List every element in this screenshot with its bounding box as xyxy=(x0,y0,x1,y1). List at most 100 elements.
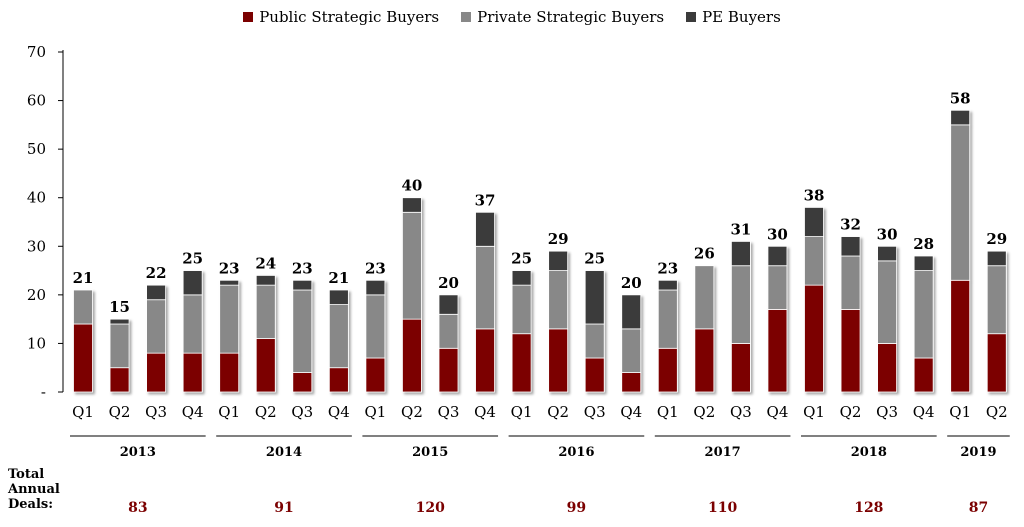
bar-stack xyxy=(402,197,422,393)
y-tick-label: - xyxy=(41,383,46,401)
bar-stack xyxy=(657,279,678,393)
bar-stack xyxy=(438,294,459,393)
bar-stack xyxy=(255,275,276,393)
x-tick-label: Q2 xyxy=(986,403,1008,421)
bar-segment-public xyxy=(877,343,897,393)
bar-segment-pe xyxy=(621,294,642,330)
bar-total-label: 15 xyxy=(109,298,130,316)
bar-segment-pe xyxy=(438,294,459,315)
bar-stack xyxy=(986,250,1007,393)
year-label: 2017 xyxy=(705,445,741,460)
x-tick-label: Q3 xyxy=(438,403,460,421)
bar-total-label: 22 xyxy=(146,264,167,282)
x-tick-label: Q4 xyxy=(474,403,496,421)
bar-segment-public xyxy=(255,338,276,393)
bar-total-label: 23 xyxy=(219,259,240,277)
y-tick-label: 50 xyxy=(27,140,46,158)
legend-label-pe: PE Buyers xyxy=(702,8,781,26)
annual-total-label: 91 xyxy=(274,500,293,516)
bar-segment-private xyxy=(694,265,715,330)
year-label: 2019 xyxy=(960,445,996,460)
bar-segment-pe xyxy=(365,279,386,296)
bar-segment-private xyxy=(950,124,971,281)
bar-segment-private xyxy=(182,294,203,354)
bar-stack xyxy=(328,289,349,393)
bar-segment-public xyxy=(840,309,861,393)
labels: 21 Q1 15 Q2 22 Q3 25 Q4 23 Q1 24 Q2 23 Q3 21 Q4 23 Q1 40 Q2… xyxy=(70,89,1010,516)
bar-stack xyxy=(475,211,495,393)
bar-segment-pe xyxy=(731,241,751,267)
bar-segment-private xyxy=(402,211,422,320)
bar-stack xyxy=(292,279,313,393)
bar-segment-pe xyxy=(402,197,422,213)
legend-item-public: Public Strategic Buyers xyxy=(243,8,439,26)
bar-stack xyxy=(584,270,605,393)
x-tick-label: Q1 xyxy=(803,403,825,421)
bar-total-label: 25 xyxy=(511,250,532,268)
legend-item-private: Private Strategic Buyers xyxy=(461,8,664,26)
bar-stack xyxy=(950,109,971,393)
bar-segment-pe xyxy=(511,270,532,286)
y-tick-label: 60 xyxy=(27,92,46,110)
x-tick-label: Q1 xyxy=(511,403,533,421)
x-tick-label: Q4 xyxy=(620,403,642,421)
bar-segment-pe xyxy=(950,109,971,126)
bar-segment-pe xyxy=(584,270,605,325)
x-tick-label: Q1 xyxy=(657,403,679,421)
bar-segment-public xyxy=(657,347,678,393)
x-tick-label: Q1 xyxy=(218,403,240,421)
year-label: 2013 xyxy=(120,445,156,460)
bar-segment-public xyxy=(584,357,605,393)
bar-total-label: 28 xyxy=(913,235,934,253)
bar-segment-public xyxy=(950,279,971,393)
bar-segment-public xyxy=(146,352,167,393)
bar-segment-pe xyxy=(767,245,788,267)
bar-segment-pe xyxy=(840,236,861,257)
bar-segment-private xyxy=(804,236,824,286)
bar-segment-pe xyxy=(328,289,349,305)
y-tick-label: 10 xyxy=(27,334,46,352)
bar-stack xyxy=(621,294,642,393)
bar-stack xyxy=(877,245,897,393)
bar-segment-pe xyxy=(219,279,240,286)
x-tick-label: Q2 xyxy=(547,403,569,421)
bar-segment-private xyxy=(73,289,93,325)
bar-total-label: 31 xyxy=(730,220,751,238)
bar-segment-private xyxy=(731,265,751,344)
bar-total-label: 32 xyxy=(840,216,861,234)
x-tick-label: Q1 xyxy=(364,403,386,421)
legend-swatch-pe xyxy=(686,12,697,22)
x-tick-label: Q3 xyxy=(584,403,606,421)
bar-segment-private xyxy=(621,328,642,373)
bar-total-label: 23 xyxy=(292,259,313,277)
bar-segment-pe xyxy=(475,211,495,247)
bar-stack xyxy=(548,250,569,393)
bar-segment-private xyxy=(219,284,240,354)
bar-stack xyxy=(731,241,751,393)
bar-segment-pe xyxy=(182,270,203,296)
y-tick-label: 30 xyxy=(27,237,46,255)
bar-segment-private xyxy=(255,284,276,339)
bar-segment-public xyxy=(767,309,788,393)
bar-stack xyxy=(767,245,788,393)
bar-stack xyxy=(840,236,861,393)
bar-segment-public xyxy=(73,323,93,393)
bar-segment-pe xyxy=(255,275,276,286)
annual-total-label: 83 xyxy=(128,500,147,516)
bar-stack xyxy=(146,284,167,393)
x-tick-label: Q1 xyxy=(72,403,94,421)
legend-swatch-public xyxy=(243,12,254,22)
bar-segment-public xyxy=(694,328,715,393)
bar-total-label: 58 xyxy=(950,89,971,107)
x-tick-label: Q2 xyxy=(693,403,715,421)
bar-segment-public xyxy=(109,367,130,393)
bar-total-label: 29 xyxy=(986,230,1007,248)
bar-total-label: 21 xyxy=(73,269,94,287)
annual-total-label: 99 xyxy=(567,500,586,516)
total-annual-deals-label: Total Annual Deals: xyxy=(8,467,60,512)
bar-total-label: 25 xyxy=(182,250,203,268)
bar-segment-public xyxy=(986,333,1007,393)
x-tick-label: Q3 xyxy=(730,403,752,421)
bar-segment-pe xyxy=(877,245,897,262)
